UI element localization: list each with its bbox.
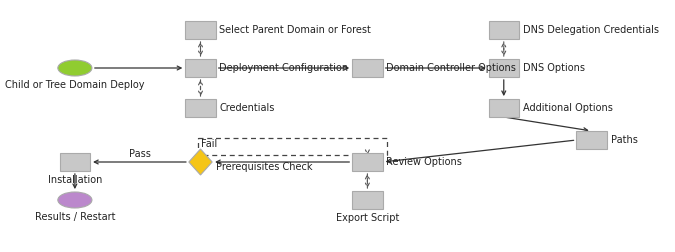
Ellipse shape [58, 192, 92, 208]
Text: Child or Tree Domain Deploy: Child or Tree Domain Deploy [5, 80, 144, 90]
FancyBboxPatch shape [352, 59, 383, 77]
Text: Select Parent Domain or Forest: Select Parent Domain or Forest [219, 25, 371, 35]
FancyBboxPatch shape [352, 191, 383, 209]
Text: Results / Restart: Results / Restart [34, 212, 115, 222]
Text: Additional Options: Additional Options [522, 103, 612, 113]
FancyBboxPatch shape [489, 21, 519, 39]
Text: Prerequisites Check: Prerequisites Check [216, 162, 313, 172]
Text: Review Options: Review Options [386, 157, 462, 167]
FancyBboxPatch shape [352, 153, 383, 171]
Text: Deployment Configuration: Deployment Configuration [219, 63, 348, 73]
Text: Pass: Pass [128, 149, 151, 159]
FancyBboxPatch shape [59, 153, 90, 171]
FancyBboxPatch shape [489, 59, 519, 77]
Ellipse shape [58, 60, 92, 76]
FancyBboxPatch shape [185, 59, 216, 77]
Text: Domain Controller Options: Domain Controller Options [386, 63, 516, 73]
FancyBboxPatch shape [185, 99, 216, 117]
Polygon shape [189, 149, 212, 175]
FancyBboxPatch shape [576, 131, 607, 149]
Text: DNS Options: DNS Options [522, 63, 585, 73]
Text: Paths: Paths [611, 135, 637, 145]
Text: Credentials: Credentials [219, 103, 275, 113]
Text: Installation: Installation [48, 175, 102, 185]
Text: Export Script: Export Script [335, 213, 399, 223]
FancyBboxPatch shape [489, 99, 519, 117]
Text: Fail: Fail [200, 139, 217, 149]
Text: DNS Delegation Credentials: DNS Delegation Credentials [522, 25, 659, 35]
FancyBboxPatch shape [185, 21, 216, 39]
